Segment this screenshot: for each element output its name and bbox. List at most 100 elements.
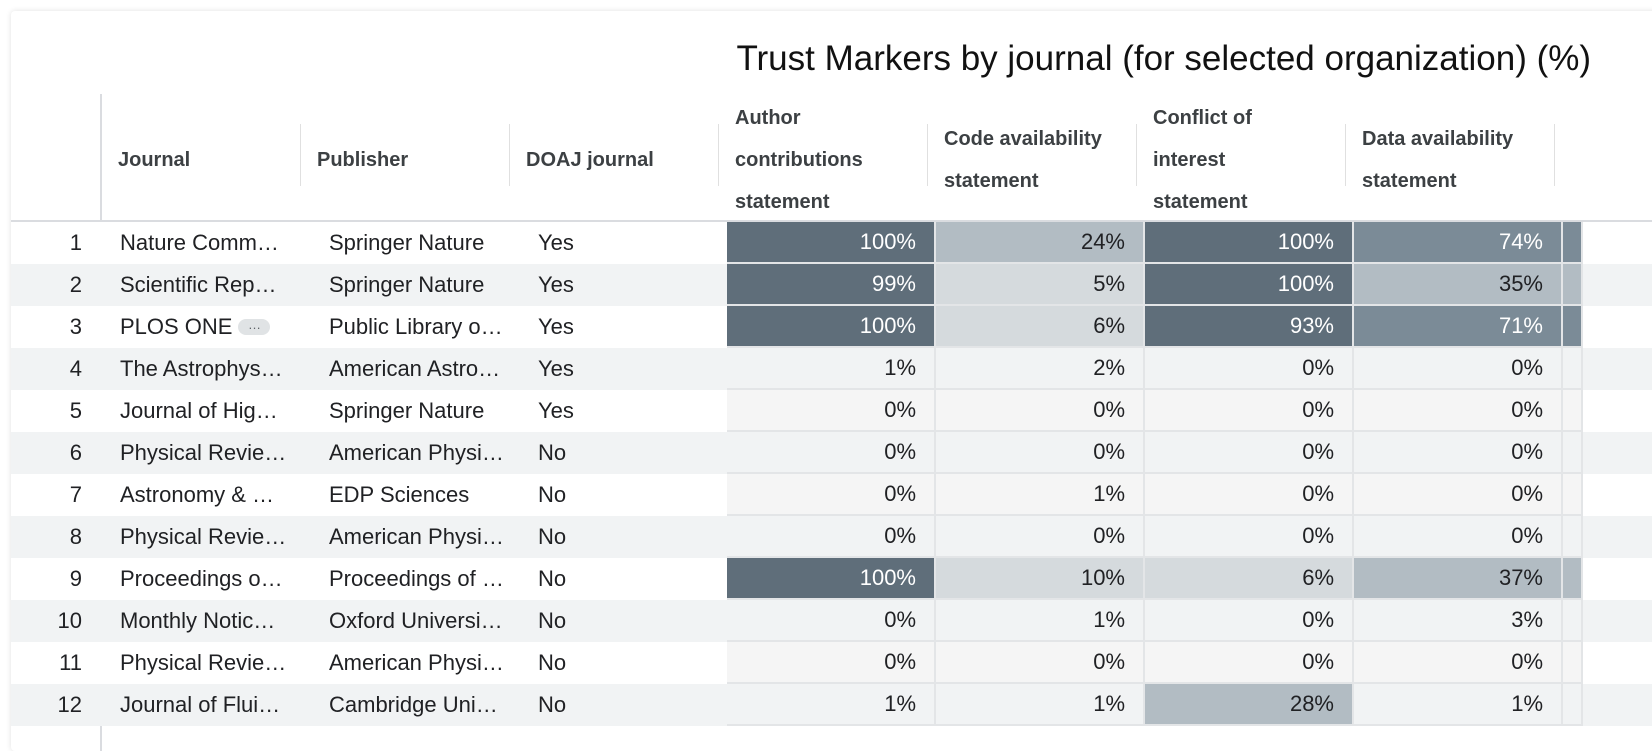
cell-conflict-of-interest: 28% bbox=[1145, 684, 1354, 726]
row-number: 12 bbox=[57, 692, 82, 717]
row-number: 7 bbox=[69, 482, 82, 507]
cell-data-availability: 0% bbox=[1354, 474, 1563, 516]
cell-conflict-of-interest: 93% bbox=[1145, 306, 1354, 348]
journal-name: Proceedings o… bbox=[120, 566, 283, 591]
cell-code-availability: 0% bbox=[936, 390, 1145, 432]
cell-data-availability: 0% bbox=[1354, 432, 1563, 474]
cell-data-availability: 74% bbox=[1354, 222, 1563, 264]
header-doaj[interactable]: DOAJ journal bbox=[526, 149, 654, 171]
cell-next-column bbox=[1563, 684, 1583, 726]
cell-doaj: Yes bbox=[538, 398, 574, 423]
header-publisher[interactable]: Publisher bbox=[317, 149, 409, 171]
cell-conflict-of-interest: 0% bbox=[1145, 474, 1354, 516]
cell-doaj: No bbox=[538, 482, 567, 507]
cell-data-availability: 37% bbox=[1354, 558, 1563, 600]
cell-doaj: Yes bbox=[538, 272, 574, 297]
cell-doaj: Yes bbox=[538, 314, 574, 339]
row-number: 10 bbox=[57, 608, 82, 633]
cell-next-column bbox=[1563, 432, 1583, 474]
cell-journal: Physical Revie… bbox=[101, 642, 310, 684]
cell-next-column bbox=[1563, 516, 1583, 558]
cell-journal: Astronomy & … bbox=[101, 474, 310, 516]
cell-journal: Physical Revie… bbox=[101, 432, 310, 474]
cell-author-contributions: 0% bbox=[727, 642, 936, 684]
table-row[interactable]: 8 Physical Revie… American Physi… No 0% 0% 0% 0… bbox=[11, 516, 1652, 558]
cell-doaj: No bbox=[538, 566, 567, 591]
row-number: 3 bbox=[69, 314, 82, 339]
cell-code-availability: 6% bbox=[936, 306, 1145, 348]
cell-publisher: American Physi… bbox=[329, 440, 504, 465]
table-row[interactable]: 3 PLOS ONE … Public Library o… Yes 100% 6% 93% 7… bbox=[11, 306, 1652, 348]
cell-code-availability: 0% bbox=[936, 432, 1145, 474]
cell-doaj: No bbox=[538, 650, 567, 675]
cell-author-contributions: 0% bbox=[727, 516, 936, 558]
journal-name: Astronomy & … bbox=[120, 482, 275, 507]
header-author-contributions[interactable]: Author contributions statement bbox=[735, 107, 863, 213]
cell-author-contributions: 99% bbox=[727, 264, 936, 306]
table-row[interactable]: 7 Astronomy & … EDP Sciences No 0% 1% 0% 0% bbox=[11, 474, 1652, 516]
journal-name: PLOS ONE bbox=[120, 314, 233, 339]
cell-next-column bbox=[1563, 642, 1583, 684]
cell-conflict-of-interest: 0% bbox=[1145, 432, 1354, 474]
cell-code-availability: 24% bbox=[936, 222, 1145, 264]
header-journal[interactable]: Journal bbox=[118, 149, 191, 171]
table-row[interactable]: 4 The Astrophys… American Astro… Yes 1% 2% 0% 0… bbox=[11, 348, 1652, 390]
cell-next-column bbox=[1563, 558, 1583, 600]
journal-name: Scientific Rep… bbox=[120, 272, 277, 297]
cell-journal: Monthly Notic… bbox=[101, 600, 310, 642]
header-divider bbox=[509, 124, 510, 186]
cell-conflict-of-interest: 0% bbox=[1145, 348, 1354, 390]
header-divider bbox=[1345, 124, 1346, 186]
table-row[interactable]: 5 Journal of Hig… Springer Nature Yes 0% 0% 0%… bbox=[11, 390, 1652, 432]
journal-name: The Astrophys… bbox=[120, 356, 283, 381]
header-divider bbox=[718, 124, 719, 186]
table-row[interactable]: 10 Monthly Notic… Oxford Universi… No 0% 1% 0%… bbox=[11, 600, 1652, 642]
cell-conflict-of-interest: 0% bbox=[1145, 516, 1354, 558]
row-number: 11 bbox=[59, 650, 82, 675]
cell-next-column bbox=[1563, 348, 1583, 390]
header-data-availability[interactable]: Data availability statement bbox=[1362, 128, 1514, 192]
cell-data-availability: 35% bbox=[1354, 264, 1563, 306]
cell-next-column bbox=[1563, 306, 1583, 348]
header-divider bbox=[927, 124, 928, 186]
cell-publisher: Springer Nature bbox=[329, 272, 485, 297]
table-row[interactable]: 9 Proceedings o… Proceedings of … No 100% 10%… bbox=[11, 558, 1652, 600]
cell-publisher: Proceedings of … bbox=[329, 566, 504, 591]
cell-code-availability: 0% bbox=[936, 516, 1145, 558]
cell-doaj: No bbox=[538, 608, 567, 633]
cell-data-availability: 71% bbox=[1354, 306, 1563, 348]
row-number: 4 bbox=[69, 356, 82, 381]
cell-publisher: Springer Nature bbox=[329, 230, 485, 255]
cell-code-availability: 1% bbox=[936, 600, 1145, 642]
header-divider bbox=[300, 124, 301, 186]
cell-conflict-of-interest: 0% bbox=[1145, 600, 1354, 642]
table-row[interactable]: 6 Physical Revie… American Physi… No 0% 0% 0% 0… bbox=[11, 432, 1652, 474]
table-row[interactable]: 12 Journal of Flui… Cambridge Uni… No 1% 1% 28… bbox=[11, 684, 1652, 726]
more-horiz-icon[interactable]: … bbox=[238, 318, 271, 335]
cell-journal: Journal of Hig… bbox=[101, 390, 310, 432]
cell-publisher: Public Library o… bbox=[329, 314, 503, 339]
cell-author-contributions: 100% bbox=[727, 222, 936, 264]
cell-publisher: Oxford Universi… bbox=[329, 608, 503, 633]
cell-author-contributions: 0% bbox=[727, 474, 936, 516]
cell-author-contributions: 1% bbox=[727, 348, 936, 390]
cell-publisher: Cambridge Uni… bbox=[329, 692, 498, 717]
cell-conflict-of-interest: 0% bbox=[1145, 390, 1354, 432]
header-code-availability[interactable]: Code availability statement bbox=[944, 128, 1102, 192]
cell-code-availability: 0% bbox=[936, 642, 1145, 684]
table-row[interactable]: 1 Nature Comm… Springer Nature Yes 100% 24% 10… bbox=[11, 222, 1652, 264]
table-row[interactable]: 2 Scientific Rep… Springer Nature Yes 99% 5% 1… bbox=[11, 264, 1652, 306]
journal-name: Physical Revie… bbox=[120, 650, 287, 675]
table-row[interactable]: 11 Physical Revie… American Physi… No 0% 0% 0%… bbox=[11, 642, 1652, 684]
row-number: 5 bbox=[69, 398, 82, 423]
cell-doaj: No bbox=[538, 440, 567, 465]
cell-publisher: EDP Sciences bbox=[329, 482, 470, 507]
cell-data-availability: 3% bbox=[1354, 600, 1563, 642]
journal-name: Physical Revie… bbox=[120, 440, 287, 465]
journal-name: Nature Comm… bbox=[120, 230, 279, 255]
cell-code-availability: 5% bbox=[936, 264, 1145, 306]
cell-next-column bbox=[1563, 474, 1583, 516]
header-conflict-of-interest[interactable]: Conflict of interest statement bbox=[1153, 107, 1252, 213]
row-number: 8 bbox=[69, 524, 82, 549]
cell-doaj: No bbox=[538, 692, 567, 717]
